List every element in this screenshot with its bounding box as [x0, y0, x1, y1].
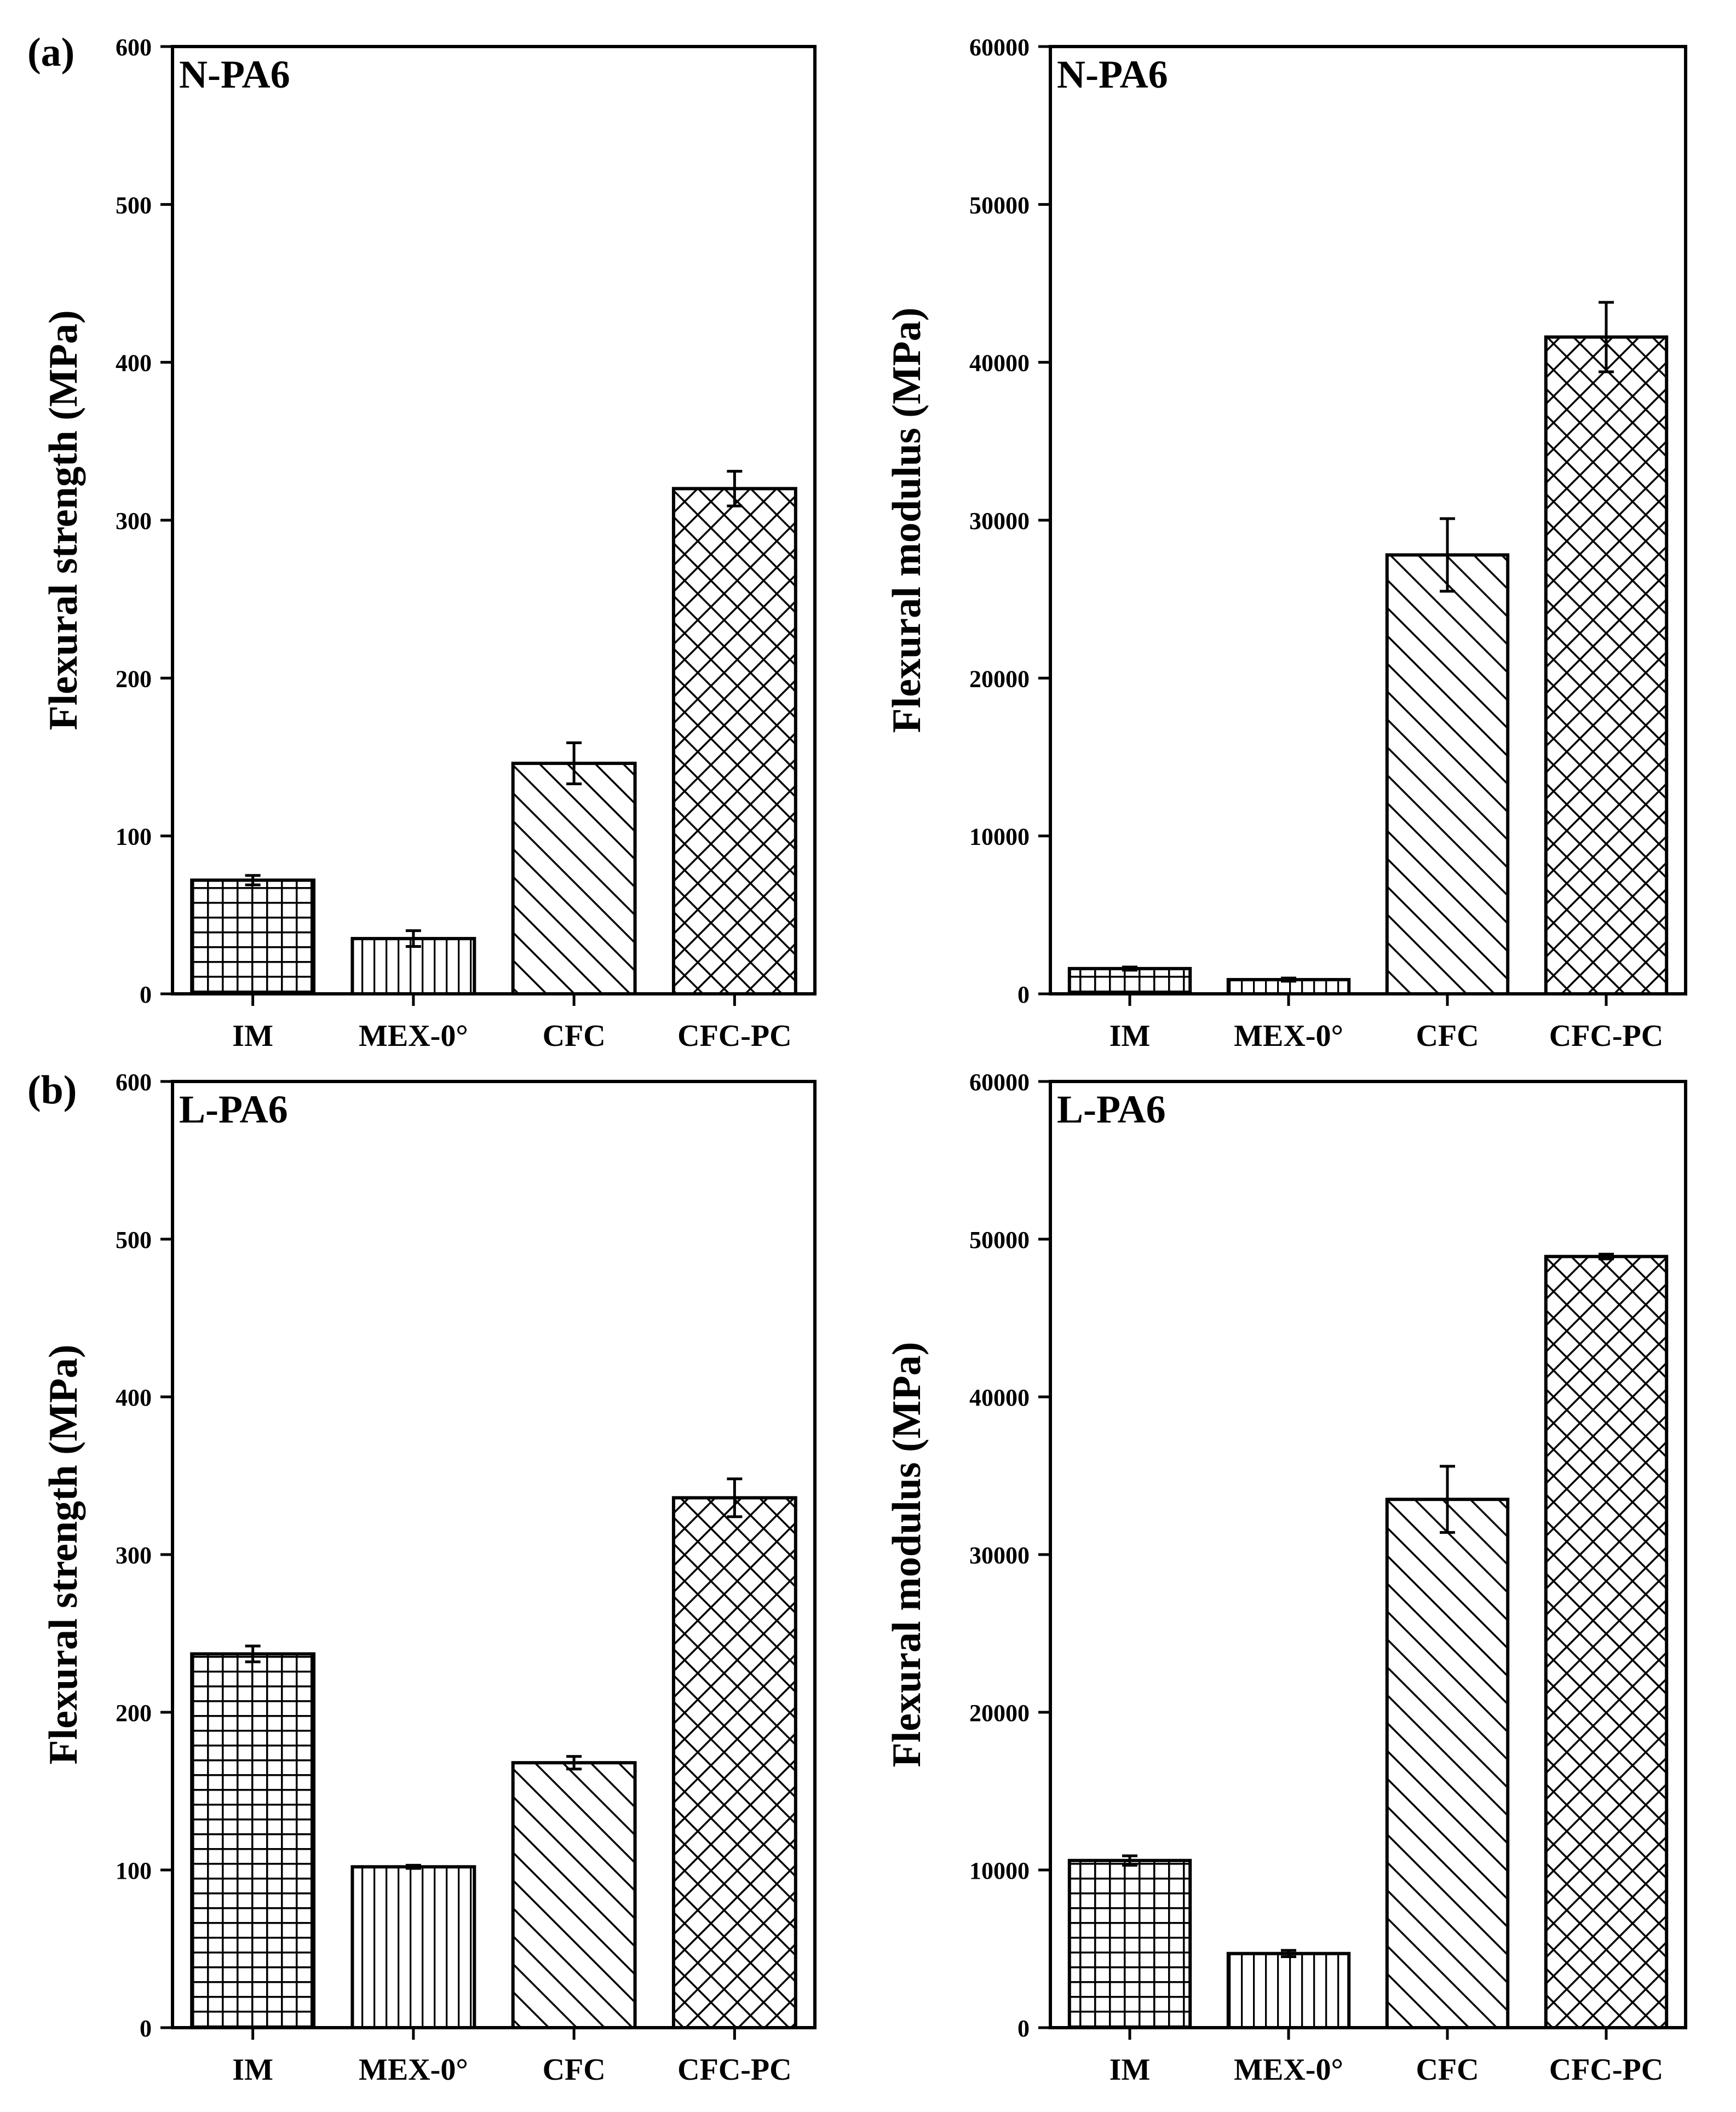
- chart-n-pa6-flexural-modulus: IM MEX-0° CFC CFC-PC 0 10000 20000 30000 40000 50…: [884, 34, 1687, 1053]
- y-tick-label-0: 0: [1018, 981, 1030, 1008]
- x-tick-label-1: MEX-0°: [359, 2053, 468, 2087]
- x-tick-label-3: CFC-PC: [677, 2053, 791, 2087]
- x-tick-label-3: CFC-PC: [1549, 1019, 1663, 1053]
- y-tick-label-0: 0: [140, 981, 152, 1008]
- y-tick-label-0: 0: [1018, 2015, 1030, 2042]
- y-tick-label-1: 100: [116, 824, 152, 850]
- x-tick-label-0: IM: [232, 2053, 273, 2087]
- error-bar-3: [727, 1477, 743, 1518]
- x-tick-label-0: IM: [1110, 1019, 1151, 1053]
- error-bar-0: [1122, 1854, 1137, 1867]
- bar-2: [511, 762, 637, 995]
- y-tick-label-4: 40000: [969, 1384, 1030, 1411]
- error-bar-3: [1599, 1252, 1614, 1261]
- bar-0: [1067, 1858, 1192, 2029]
- x-tick-label-1: MEX-0°: [1234, 2053, 1343, 2087]
- bar-3: [1544, 335, 1669, 995]
- y-axis-label: Flexural strength (MPa): [41, 1344, 86, 1764]
- y-axis-label: Flexural modulus (MPa): [884, 308, 929, 733]
- y-tick-label-0: 0: [140, 2015, 152, 2042]
- x-tick-label-2: CFC: [1416, 2053, 1479, 2087]
- plot-frame: [171, 1080, 817, 2029]
- error-bar-3: [1599, 301, 1614, 373]
- x-tick-label-3: CFC-PC: [1549, 2053, 1663, 2087]
- error-bar-1: [405, 1863, 421, 1870]
- bar-0: [190, 878, 316, 996]
- x-tick-label-2: CFC: [543, 1019, 606, 1053]
- bar-0: [1067, 966, 1192, 996]
- error-bar-1: [405, 929, 421, 948]
- y-tick-label-5: 500: [116, 1227, 152, 1253]
- y-tick-label-2: 20000: [969, 1700, 1030, 1727]
- y-tick-label-3: 30000: [969, 508, 1030, 534]
- y-tick-label-1: 100: [116, 1857, 152, 1884]
- bar-3: [1544, 1254, 1669, 2029]
- x-tick-label-2: CFC: [1416, 1019, 1479, 1053]
- bar-1: [350, 1865, 476, 2029]
- x-tick-label-0: IM: [1110, 2053, 1151, 2087]
- x-tick-label-0: IM: [232, 1019, 273, 1053]
- y-tick-label-3: 30000: [969, 1542, 1030, 1569]
- bar-0: [190, 1652, 316, 2029]
- error-bar-2: [566, 741, 582, 786]
- y-axis-label: Flexural strength (MPa): [41, 310, 86, 730]
- error-bar-1: [1281, 976, 1296, 983]
- error-bar-3: [727, 470, 743, 508]
- error-bar-2: [1440, 517, 1455, 593]
- error-bar-2: [566, 1755, 582, 1771]
- bar-2: [511, 1761, 637, 2029]
- bar-2: [1385, 1498, 1510, 2029]
- y-tick-label-2: 20000: [969, 665, 1030, 692]
- bar-1: [1226, 1952, 1351, 2029]
- chart-n-pa6-flexural-strength: IM MEX-0° CFC CFC-PC 0 100 200 300 400 500 600 Flex…: [41, 34, 817, 1053]
- chart-title: L-PA6: [1057, 1087, 1166, 1131]
- x-tick-label-2: CFC: [543, 2053, 606, 2087]
- panel-label-a: (a): [27, 30, 74, 75]
- error-bar-0: [245, 1644, 261, 1664]
- y-tick-label-2: 200: [116, 1700, 152, 1727]
- y-tick-label-4: 400: [116, 350, 152, 377]
- plot-frame: [1049, 1080, 1687, 2029]
- y-tick-label-4: 40000: [969, 350, 1030, 377]
- error-bar-1: [1281, 1949, 1296, 1958]
- x-tick-label-3: CFC-PC: [677, 1019, 791, 1053]
- y-tick-label-5: 500: [116, 192, 152, 218]
- y-tick-label-4: 400: [116, 1384, 152, 1411]
- y-tick-label-5: 50000: [969, 1227, 1030, 1253]
- y-tick-label-6: 600: [116, 1069, 152, 1096]
- y-tick-label-1: 10000: [969, 1857, 1030, 1884]
- y-tick-label-1: 10000: [969, 824, 1030, 850]
- x-tick-label-1: MEX-0°: [359, 1019, 468, 1053]
- panel-label-b: (b): [27, 1068, 77, 1113]
- chart-title: N-PA6: [179, 53, 290, 96]
- y-tick-label-2: 200: [116, 665, 152, 692]
- y-tick-label-6: 60000: [969, 34, 1030, 61]
- y-tick-label-5: 50000: [969, 192, 1030, 218]
- error-bar-0: [245, 874, 261, 887]
- chart-l-pa6-flexural-strength: IM MEX-0° CFC CFC-PC 0 100 200 300 400 500 600 Flex…: [41, 1069, 817, 2087]
- chart-title: N-PA6: [1057, 53, 1168, 96]
- chart-title: L-PA6: [179, 1087, 288, 1131]
- x-tick-label-1: MEX-0°: [1234, 1019, 1343, 1053]
- plot-frame: [1049, 45, 1687, 995]
- chart-l-pa6-flexural-modulus: IM MEX-0° CFC CFC-PC 0 10000 20000 30000 40000 50…: [884, 1069, 1687, 2087]
- bar-2: [1385, 553, 1510, 995]
- error-bar-0: [1122, 965, 1137, 972]
- bar-3: [671, 1496, 797, 2030]
- y-tick-label-3: 300: [116, 508, 152, 534]
- y-tick-label-6: 600: [116, 34, 152, 61]
- plot-frame: [171, 45, 817, 995]
- error-bar-2: [1440, 1465, 1455, 1534]
- y-tick-label-3: 300: [116, 1542, 152, 1569]
- y-axis-label: Flexural modulus (MPa): [884, 1342, 929, 1768]
- bar-3: [671, 487, 797, 995]
- y-tick-label-6: 60000: [969, 1069, 1030, 1096]
